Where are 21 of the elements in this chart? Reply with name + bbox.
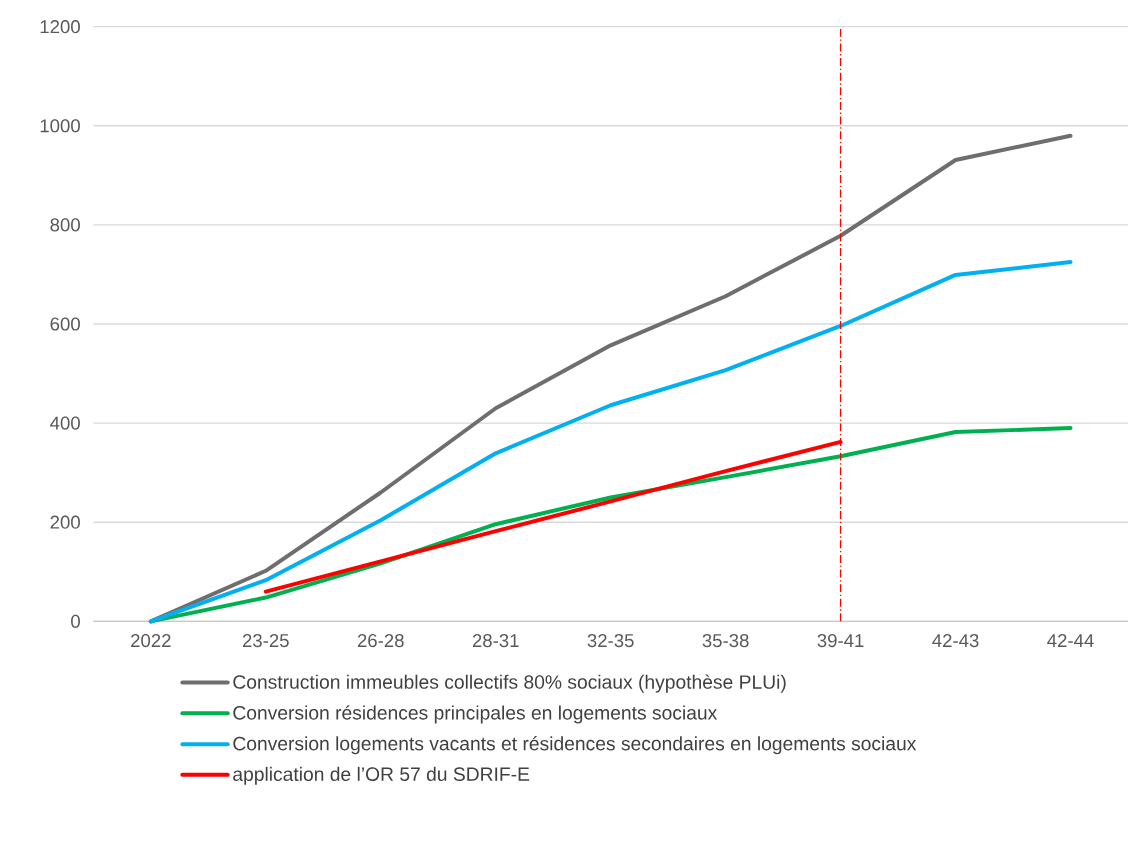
y-tick-label: 1200 — [40, 19, 80, 34]
y-tick-label: 1000 — [40, 119, 80, 133]
y-tick-label: 800 — [50, 218, 80, 232]
y-tick-label: 400 — [50, 416, 80, 430]
x-tick-label: 42-43 — [932, 633, 979, 648]
x-tick-label: 2022 — [131, 633, 171, 648]
x-tick-label: 28-31 — [472, 633, 519, 648]
line-series — [148, 259, 1073, 624]
y-tick-label: 0 — [71, 614, 80, 628]
x-tick-label: 26-28 — [357, 633, 404, 648]
x-tick-label: 42-44 — [1047, 633, 1094, 647]
legend-label: application de l’OR 57 du SDRIF-E — [233, 766, 530, 785]
x-tick-label: 32-35 — [587, 633, 634, 648]
legend-label: Conversion logements vacants et résidences secondaires en logements sociaux — [233, 735, 917, 755]
y-tick-label: 600 — [50, 317, 80, 331]
y-tick-label: 200 — [50, 515, 80, 529]
legend-label: Conversion résidences principales en logements sociaux — [233, 705, 718, 724]
x-tick-label: 35-38 — [702, 633, 749, 648]
legend-label: Construction immeubles collectifs 80% sociaux (hypothèse PLUi) — [233, 674, 786, 693]
x-tick-label: 39-41 — [817, 633, 864, 648]
x-tick-label: 23-25 — [242, 633, 289, 648]
